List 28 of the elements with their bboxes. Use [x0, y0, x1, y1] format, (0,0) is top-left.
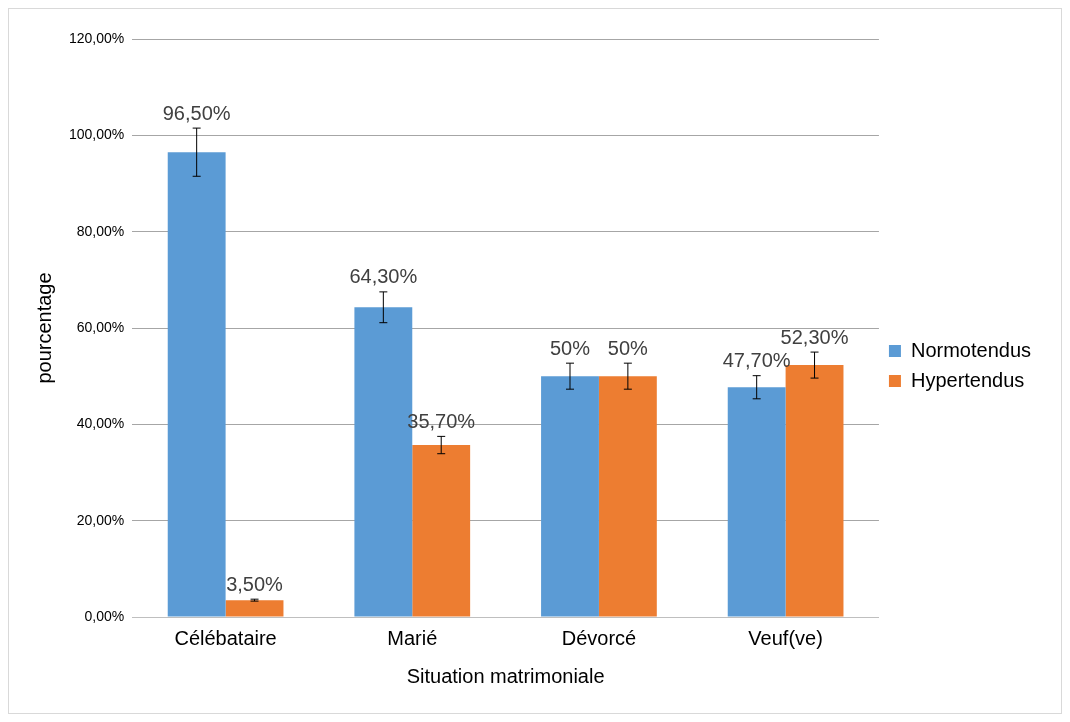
x-tick-label: Célébataire	[174, 626, 277, 649]
data-label: 3,50%	[226, 572, 284, 595]
data-label: 52,30%	[780, 325, 849, 348]
x-tick-label: Dévorcé	[561, 626, 637, 649]
x-axis-title: Situation matrimoniale	[406, 664, 605, 687]
x-tick-label: Veuf(ve)	[748, 626, 823, 649]
y-tick-label: 60,00%	[76, 318, 125, 335]
y-tick-label: 0,00%	[84, 607, 125, 624]
y-tick-label: 40,00%	[76, 415, 125, 432]
data-label: 50%	[549, 336, 591, 359]
data-label: 96,50%	[162, 101, 231, 124]
data-label: 64,30%	[349, 265, 418, 288]
data-label: 50%	[607, 336, 649, 359]
bar	[167, 152, 226, 617]
bar	[727, 387, 786, 617]
bar	[541, 376, 599, 617]
x-tick-label: Marié	[387, 626, 438, 649]
bar	[412, 445, 471, 617]
data-label: 47,70%	[722, 349, 791, 372]
y-tick-label: 20,00%	[76, 511, 125, 528]
bar	[225, 600, 284, 617]
legend-label: Hypertendus	[910, 368, 1025, 391]
legend-label: Normotendus	[910, 338, 1031, 361]
bar	[598, 376, 657, 617]
y-tick-label: 120,00%	[68, 29, 125, 46]
y-axis-title: pourcentage	[32, 272, 55, 384]
y-tick-label: 100,00%	[68, 126, 125, 143]
y-tick-label: 80,00%	[76, 222, 125, 239]
